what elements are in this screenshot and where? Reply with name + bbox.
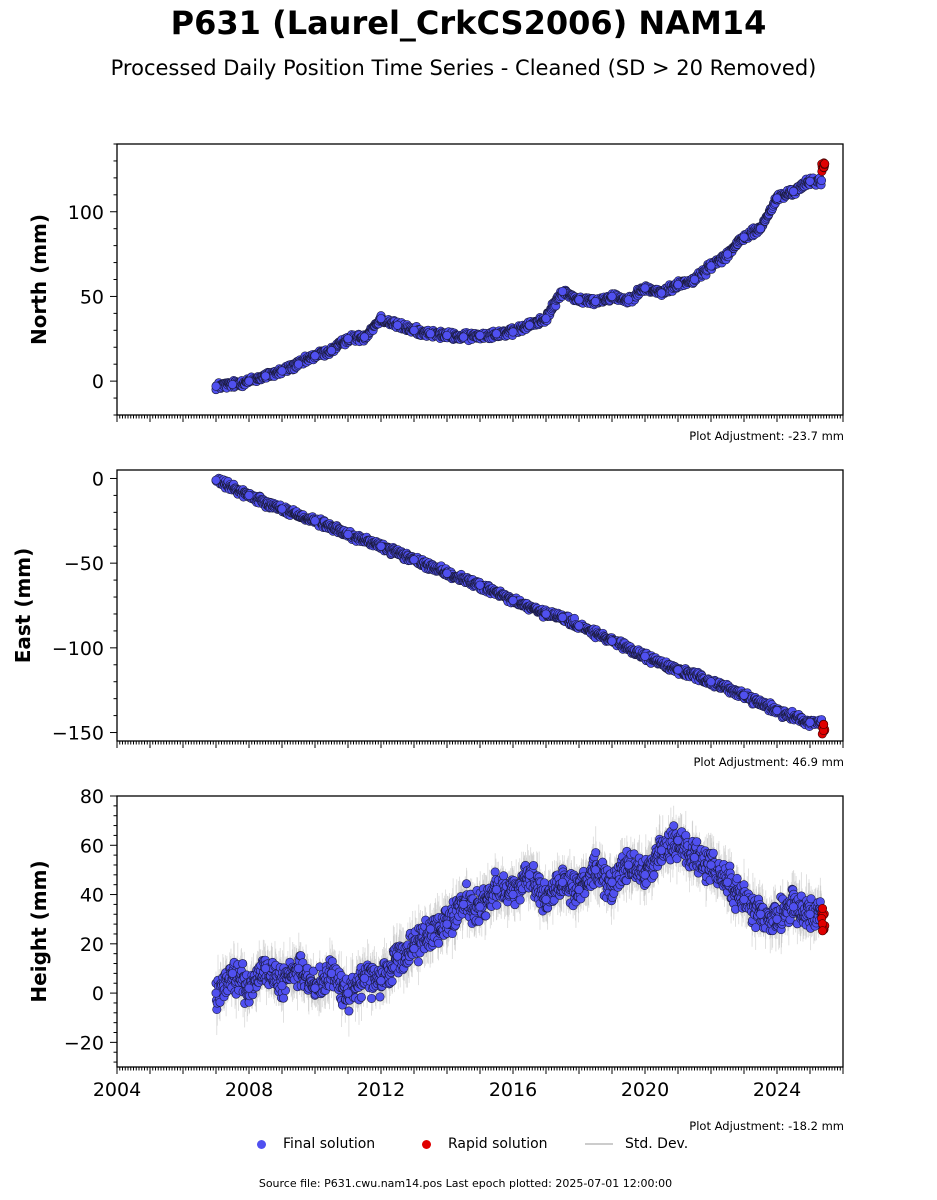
north-y-tick-label: 0 bbox=[92, 371, 104, 393]
north-final-anchor-point bbox=[359, 332, 369, 342]
north-final-anchor-point bbox=[442, 330, 452, 340]
east-rapid-points bbox=[817, 719, 830, 739]
north-final-anchor-point bbox=[541, 313, 551, 323]
east-y-tick-label: −100 bbox=[52, 638, 104, 660]
north-final-points bbox=[211, 173, 827, 395]
north-final-anchor-point bbox=[623, 295, 633, 305]
north-final-anchor-point bbox=[772, 193, 782, 203]
east-panel: 0 −50 −100 −150 East (mm) bbox=[11, 468, 844, 748]
east-final-anchor-point bbox=[508, 595, 518, 605]
north-y-tick-label: 50 bbox=[80, 286, 104, 308]
north-final-anchor-point bbox=[788, 186, 798, 196]
north-final-anchor-point bbox=[755, 224, 765, 234]
north-final-anchor-point bbox=[326, 346, 336, 356]
north-final-anchor-point bbox=[590, 297, 600, 307]
east-final-anchor-point bbox=[640, 651, 650, 661]
height-final-points bbox=[211, 821, 827, 1016]
east-final-points bbox=[211, 473, 827, 731]
north-final-anchor-point bbox=[673, 280, 683, 290]
north-final-anchor-point bbox=[458, 332, 468, 342]
east-final-anchor-point bbox=[557, 612, 567, 622]
north-final-anchor-point bbox=[557, 286, 567, 296]
north-final-anchor-point bbox=[508, 327, 518, 337]
east-final-anchor-point bbox=[673, 665, 683, 675]
east-final-anchor-point bbox=[343, 529, 353, 539]
height-std-dev-bars bbox=[215, 805, 822, 1037]
north-panel: 0 50 100 North (mm) bbox=[27, 143, 844, 422]
north-final-anchor-point bbox=[376, 313, 386, 323]
north-final-anchor-point bbox=[244, 376, 254, 386]
north-final-anchor-point bbox=[343, 334, 353, 344]
east-final-anchor-point bbox=[739, 690, 749, 700]
east-y-tick-label: −150 bbox=[52, 723, 104, 745]
north-final-anchor-point bbox=[805, 176, 815, 186]
east-y-tick-label: −50 bbox=[64, 553, 104, 575]
north-final-anchor-point bbox=[260, 371, 270, 381]
height-final-point bbox=[278, 993, 288, 1003]
east-rapid-point bbox=[819, 720, 829, 730]
east-final-anchor-point bbox=[574, 621, 584, 631]
east-final-anchor-point bbox=[376, 541, 386, 551]
north-y-tick-label: 100 bbox=[68, 202, 104, 224]
east-plot-area bbox=[211, 473, 830, 739]
chart-subtitle: Processed Daily Position Time Series - C… bbox=[110, 56, 817, 80]
north-final-anchor-point bbox=[392, 320, 402, 330]
chart-title: P631 (Laurel_CrkCS2006) NAM14 bbox=[170, 4, 767, 42]
north-final-anchor-point bbox=[706, 261, 716, 271]
east-final-anchor-point bbox=[607, 636, 617, 646]
east-final-anchor-point bbox=[409, 555, 419, 565]
north-rapid-point bbox=[820, 159, 830, 169]
east-final-anchor-point bbox=[541, 609, 551, 619]
height-final-point bbox=[238, 959, 248, 969]
north-final-anchor-point bbox=[211, 381, 221, 391]
east-final-anchor-point bbox=[211, 475, 221, 485]
north-final-anchor-point bbox=[310, 351, 320, 361]
east-final-anchor-point bbox=[706, 677, 716, 687]
north-axes-frame bbox=[116, 143, 844, 416]
north-final-anchor-point bbox=[491, 329, 501, 339]
north-final-anchor-point bbox=[722, 249, 732, 259]
east-final-anchor-point bbox=[772, 706, 782, 716]
north-final-anchor-point bbox=[739, 232, 749, 242]
north-final-anchor-point bbox=[425, 329, 435, 339]
north-final-anchor-point bbox=[228, 380, 238, 390]
east-y-axis-label: East (mm) bbox=[11, 548, 35, 664]
east-final-anchor-point bbox=[277, 504, 287, 514]
east-final-anchor-point bbox=[310, 516, 320, 526]
east-final-anchor-point bbox=[442, 568, 452, 578]
north-final-anchor-point bbox=[524, 320, 534, 330]
north-final-point bbox=[817, 176, 827, 186]
height-plot-area bbox=[211, 805, 830, 1037]
north-final-anchor-point bbox=[574, 295, 584, 305]
east-final-anchor-point bbox=[244, 490, 254, 500]
east-axes-frame bbox=[116, 469, 844, 742]
north-final-anchor-point bbox=[607, 291, 617, 301]
north-y-axis-label: North (mm) bbox=[27, 214, 51, 345]
north-final-anchor-point bbox=[475, 330, 485, 340]
north-plot-area bbox=[211, 158, 830, 395]
east-y-tick-label: 0 bbox=[92, 468, 104, 490]
north-final-anchor-point bbox=[689, 274, 699, 284]
north-final-anchor-point bbox=[277, 366, 287, 376]
east-final-anchor-point bbox=[475, 580, 485, 590]
north-final-anchor-point bbox=[409, 325, 419, 335]
north-final-anchor-point bbox=[656, 288, 666, 298]
north-final-anchor-point bbox=[293, 359, 303, 369]
east-final-anchor-point bbox=[805, 717, 815, 727]
north-final-anchor-point bbox=[640, 283, 650, 293]
north-rapid-points bbox=[817, 158, 830, 176]
